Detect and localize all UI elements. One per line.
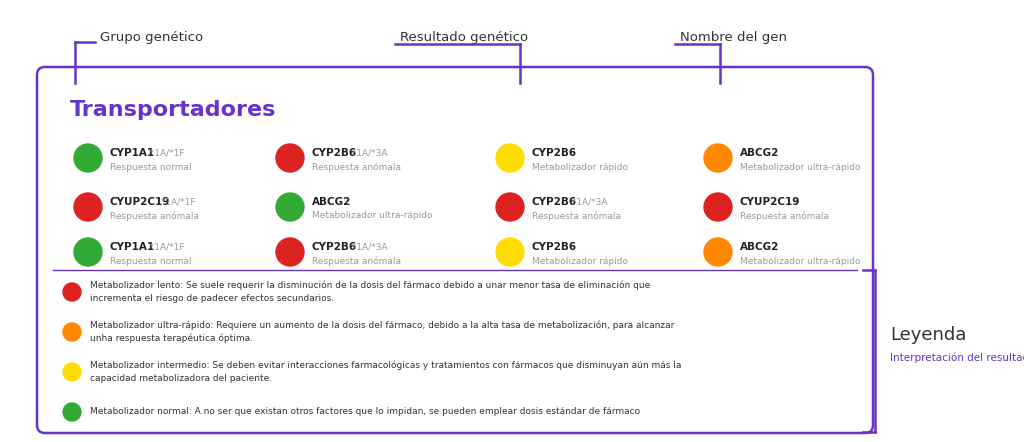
Text: Respuesta normal: Respuesta normal xyxy=(110,256,191,266)
Circle shape xyxy=(705,238,732,266)
Circle shape xyxy=(63,283,81,301)
Text: Respuesta anómala: Respuesta anómala xyxy=(312,256,401,266)
Text: CYP2B6: CYP2B6 xyxy=(532,242,578,252)
Text: CYP1A1: CYP1A1 xyxy=(110,148,155,158)
Text: Metabolizador rápido: Metabolizador rápido xyxy=(532,163,628,171)
Circle shape xyxy=(74,144,102,172)
Circle shape xyxy=(276,238,304,266)
Text: *1A/*1F: *1A/*1F xyxy=(143,149,184,157)
Text: Metabolizador ultra-rápido: Metabolizador ultra-rápido xyxy=(312,212,432,221)
Text: *1A/*1F: *1A/*1F xyxy=(155,198,196,206)
Circle shape xyxy=(705,193,732,221)
Text: *1A/*3A: *1A/*3A xyxy=(346,149,387,157)
Text: Metabolizador rápido: Metabolizador rápido xyxy=(532,256,628,266)
Text: Metabolizador ultra-rápido: Metabolizador ultra-rápido xyxy=(740,163,860,171)
Text: Metabolizador normal: A no ser que existan otros factores que lo impidan, se pue: Metabolizador normal: A no ser que exist… xyxy=(90,408,640,416)
Text: Metabolizador ultra-rápido: Metabolizador ultra-rápido xyxy=(740,256,860,266)
Circle shape xyxy=(705,144,732,172)
Text: CYP1A1: CYP1A1 xyxy=(110,242,155,252)
Text: *1A/*1F: *1A/*1F xyxy=(143,243,184,251)
Circle shape xyxy=(276,193,304,221)
Circle shape xyxy=(74,238,102,266)
Text: ABCG2: ABCG2 xyxy=(740,148,779,158)
Text: CYUP2C19: CYUP2C19 xyxy=(740,197,801,207)
Text: Nombre del gen: Nombre del gen xyxy=(680,31,787,45)
Text: CYP2B6: CYP2B6 xyxy=(312,148,357,158)
Circle shape xyxy=(74,193,102,221)
Circle shape xyxy=(63,403,81,421)
Text: Leyenda: Leyenda xyxy=(890,326,967,344)
Text: Respuesta anómala: Respuesta anómala xyxy=(312,162,401,172)
Text: ABCG2: ABCG2 xyxy=(740,242,779,252)
Text: Metabolizador lento: Se suele requerir la disminución de la dosis del fármaco de: Metabolizador lento: Se suele requerir l… xyxy=(90,281,650,303)
Text: ABCG2: ABCG2 xyxy=(312,197,351,207)
FancyBboxPatch shape xyxy=(37,67,873,433)
Text: Metabolizador intermedio: Se deben evitar interacciones farmacológicas y tratami: Metabolizador intermedio: Se deben evita… xyxy=(90,361,681,383)
Circle shape xyxy=(276,144,304,172)
Circle shape xyxy=(63,323,81,341)
Text: Transportadores: Transportadores xyxy=(70,100,276,120)
Text: Respuesta normal: Respuesta normal xyxy=(110,163,191,171)
Circle shape xyxy=(496,238,524,266)
Text: *1A/*3A: *1A/*3A xyxy=(346,243,387,251)
Text: CYP2B6: CYP2B6 xyxy=(532,148,578,158)
Text: Metabolizador ultra-rápido: Requiere un aumento de la dosis del fármaco, debido : Metabolizador ultra-rápido: Requiere un … xyxy=(90,320,675,343)
Circle shape xyxy=(496,193,524,221)
Circle shape xyxy=(496,144,524,172)
Text: Respuesta anómala: Respuesta anómala xyxy=(532,211,621,221)
Text: Respuesta anómala: Respuesta anómala xyxy=(110,211,199,221)
Text: Respuesta anómala: Respuesta anómala xyxy=(740,211,829,221)
Circle shape xyxy=(63,363,81,381)
Text: CYP2B6: CYP2B6 xyxy=(532,197,578,207)
Text: Grupo genético: Grupo genético xyxy=(100,31,203,45)
Text: CYUP2C19: CYUP2C19 xyxy=(110,197,170,207)
Text: Interpretación del resultado: Interpretación del resultado xyxy=(890,353,1024,363)
Text: Resultado genético: Resultado genético xyxy=(400,31,528,45)
Text: *1A/*3A: *1A/*3A xyxy=(565,198,607,206)
Text: CYP2B6: CYP2B6 xyxy=(312,242,357,252)
